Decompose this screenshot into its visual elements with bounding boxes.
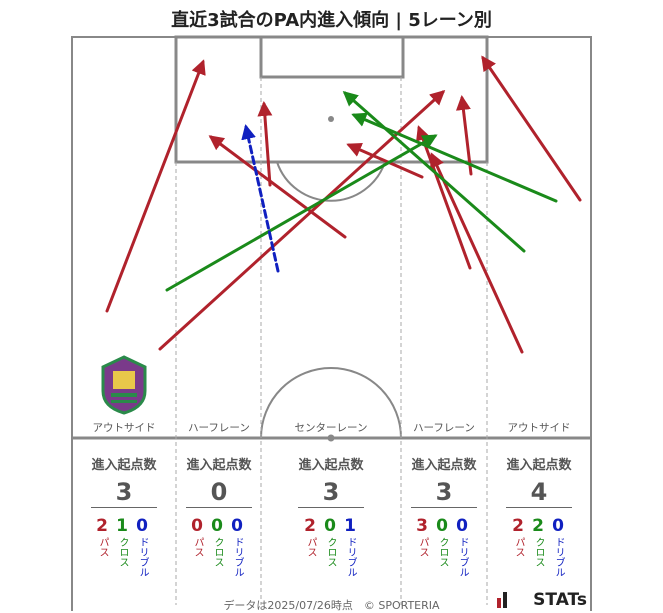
cross-count: 0 クロス (211, 516, 223, 567)
pass-count: 0 パス (191, 516, 203, 557)
cross-arrow (165, 134, 438, 292)
cross-count: 0 クロス (324, 516, 336, 567)
count-title: 進入起点数 (506, 458, 572, 473)
pass-arrow (346, 142, 424, 179)
count-total: 3 (322, 478, 340, 506)
dribble-count: 0 ドリブル (456, 516, 468, 577)
count-total: 0 (210, 478, 228, 506)
count-total: 3 (115, 478, 133, 506)
penalty-area (174, 35, 489, 164)
count-title: 進入起点数 (91, 458, 157, 473)
penalty-arc (276, 161, 386, 202)
dribble-count: 0 ドリブル (231, 516, 243, 577)
divider (298, 507, 364, 508)
team-crest-icon (101, 355, 147, 415)
center-spot (327, 434, 335, 442)
pass-count: 2 パス (304, 516, 316, 557)
dribble-count: 1 ドリブル (344, 516, 356, 577)
cross-arrow (351, 112, 558, 203)
count-title: 進入起点数 (298, 458, 364, 473)
pass-count: 2 パス (96, 516, 108, 557)
pass-count: 2 パス (512, 516, 524, 557)
pass-count: 3 パス (416, 516, 428, 557)
pass-arrow (257, 101, 273, 187)
brand-name: STATs (533, 590, 587, 610)
pass-arrow (481, 55, 582, 202)
cross-arrow (342, 91, 526, 253)
pass-arrow (455, 95, 473, 176)
cross-count: 0 クロス (436, 516, 448, 567)
pass-arrow (430, 152, 524, 354)
cross-count: 2 クロス (532, 516, 544, 567)
page-title: 直近3試合のPA内進入傾向 | 5レーン別 (171, 10, 492, 31)
divider (506, 507, 572, 508)
pass-arrow (416, 125, 472, 270)
lane-label: ハーフレーン (413, 422, 475, 434)
penalty-spot (328, 116, 334, 122)
divider (411, 507, 477, 508)
pass-arrow (208, 135, 347, 239)
pass-arrow (105, 59, 206, 313)
goal-area (259, 35, 405, 79)
arrows-layer (105, 55, 582, 354)
divider (91, 507, 157, 508)
dribble-count: 0 ドリブル (136, 516, 148, 577)
count-total: 4 (530, 478, 548, 506)
dribble-count: 0 ドリブル (552, 516, 564, 577)
lane-label: ハーフレーン (188, 422, 250, 434)
lane-label: アウトサイド (92, 422, 156, 434)
count-title: 進入起点数 (411, 458, 477, 473)
lane-label: アウトサイド (507, 422, 571, 434)
stats-logo-icon (497, 592, 507, 608)
count-total: 3 (435, 478, 453, 506)
dribble-arrow (241, 124, 280, 273)
center-circle (260, 367, 402, 439)
cross-count: 1 クロス (116, 516, 128, 567)
divider (186, 507, 252, 508)
footer-note: データは2025/07/26時点 © SPORTERIA (223, 599, 440, 612)
count-title: 進入起点数 (186, 458, 252, 473)
lane-label: センターレーン (294, 422, 368, 434)
pass-arrow (158, 89, 446, 351)
